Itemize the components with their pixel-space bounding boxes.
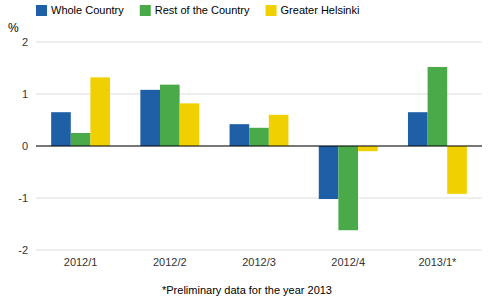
y-tick-label: 2 (22, 36, 28, 48)
grid-line (36, 198, 482, 199)
bar (319, 146, 339, 199)
zero-line (36, 146, 482, 147)
bar (51, 112, 71, 146)
legend-label: Greater Helsinki (281, 4, 360, 16)
x-tick-label: 2012/1 (64, 256, 98, 268)
x-tick-label: 2012/2 (153, 256, 187, 268)
grid (36, 42, 482, 250)
grid-line (36, 250, 482, 251)
grid-line (36, 146, 482, 147)
x-tick-label: 2013/1* (418, 256, 457, 268)
bars (51, 67, 467, 230)
legend-label: Rest of the Country (155, 4, 250, 16)
bar (338, 146, 358, 230)
bar (447, 146, 467, 194)
y-tick-label: 1 (22, 88, 28, 100)
grid-line (36, 42, 482, 43)
y-tick-label: -1 (18, 192, 28, 204)
chart: -2 -1 0 1 2 2012/1 2012/2 2012/3 2012/4 2013/1*% W… (0, 0, 494, 304)
bar (249, 128, 269, 146)
legend-swatch (140, 5, 151, 16)
bar (180, 103, 200, 146)
footnote: *Preliminary data for the year 2013 (162, 284, 332, 296)
x-tick-label: 2012/4 (331, 256, 365, 268)
bar (140, 90, 160, 146)
bar (90, 77, 110, 146)
bar (230, 124, 250, 146)
bar (160, 85, 180, 146)
bar (358, 146, 378, 151)
y-tick-label: 0 (22, 140, 28, 152)
legend-swatch (266, 5, 277, 16)
legend-swatch (36, 5, 47, 16)
y-tick-label: -2 (18, 244, 28, 256)
bar (428, 67, 448, 146)
x-tick-label: 2012/3 (242, 256, 276, 268)
bar (408, 112, 428, 146)
chart-container: -2 -1 0 1 2 2012/1 2012/2 2012/3 2012/4 2013/1*% W… (0, 0, 494, 304)
y-axis-label: % (8, 21, 19, 35)
legend-label: Whole Country (51, 4, 124, 16)
legend: Whole Country Rest of the Country Greater … (36, 4, 359, 16)
bar (269, 115, 289, 146)
bar (71, 133, 91, 146)
